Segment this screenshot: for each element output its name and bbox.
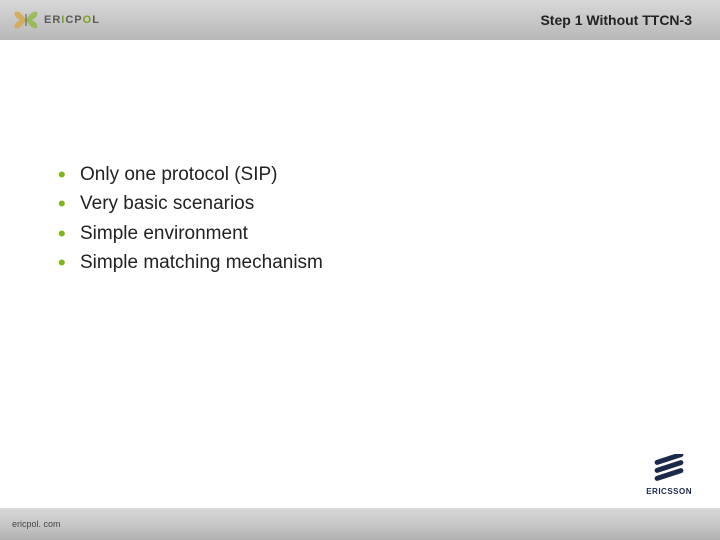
butterfly-icon [12,8,40,32]
slide-header: ERICPOL Step 1 Without TTCN-3 [0,0,720,40]
logo-part-4: O [83,14,93,26]
bullet-item: Simple matching mechanism [58,248,680,277]
ericpol-logo: ERICPOL [12,8,100,32]
slide-content: Only one protocol (SIP) Very basic scena… [0,40,720,278]
footer-url: ericpol. com [12,519,61,529]
bullet-list: Only one protocol (SIP) Very basic scena… [58,160,680,278]
logo-part-5: L [92,14,100,26]
bullet-item: Very basic scenarios [58,189,680,218]
logo-part-1: ER [44,14,61,26]
ericsson-label: ERICSSON [646,487,692,496]
slide-title: Step 1 Without TTCN-3 [540,12,692,28]
ericsson-bars-icon [652,454,686,484]
ericpol-wordmark: ERICPOL [44,14,100,26]
logo-part-3: CP [65,14,82,26]
bullet-item: Simple environment [58,219,680,248]
bullet-item: Only one protocol (SIP) [58,160,680,189]
slide-footer: ericpol. com [0,508,720,540]
ericsson-logo: ERICSSON [646,454,692,496]
